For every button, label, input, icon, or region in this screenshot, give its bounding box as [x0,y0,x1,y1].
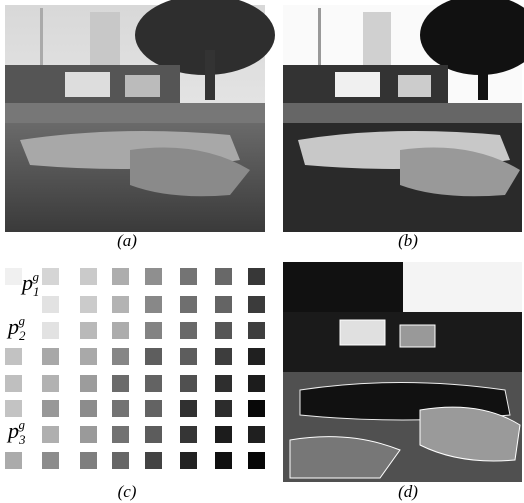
patch [80,400,97,417]
patch [248,322,265,339]
caption: (a) [117,231,137,250]
patch [248,268,265,285]
patch [42,322,59,339]
patch [145,348,162,365]
patch [112,268,129,285]
patch [5,400,22,417]
patch [5,452,22,469]
patch [80,452,97,469]
patch [112,452,129,469]
figure: (a) (b) p1g p2g p3g (c) (d) [0,0,524,503]
patch [180,322,197,339]
patch [145,426,162,443]
patch [80,426,97,443]
patch [215,400,232,417]
patch [42,452,59,469]
patch [180,452,197,469]
patch [215,426,232,443]
patch [42,348,59,365]
patch-label: p1g [20,269,40,299]
patch [42,375,59,392]
patch [248,296,265,313]
patch [180,375,197,392]
patch [215,452,232,469]
patch [145,322,162,339]
patch [5,375,22,392]
patch [215,348,232,365]
patch [180,426,197,443]
patch [145,375,162,392]
patch [145,296,162,313]
patch [112,375,129,392]
patch [112,296,129,313]
patch [248,452,265,469]
patch [80,322,97,339]
patch [215,296,232,313]
patch [42,268,59,285]
patch [145,452,162,469]
patch [180,348,197,365]
patch-label: p2g [6,313,26,343]
panel-a [5,0,275,232]
patch [248,348,265,365]
panel-b [283,0,524,232]
patch [180,400,197,417]
patch [145,400,162,417]
patch [112,348,129,365]
patch [248,375,265,392]
patch [112,400,129,417]
patch [80,296,97,313]
patch [80,348,97,365]
patch-grid [5,268,265,469]
patch [42,296,59,313]
patch [5,348,22,365]
patch-label: p3g [6,417,26,447]
patch [80,268,97,285]
patch [5,268,22,285]
patch [180,268,197,285]
caption: (d) [398,482,418,501]
patch [42,400,59,417]
patch [248,400,265,417]
patch [112,426,129,443]
patch [80,375,97,392]
patch [145,268,162,285]
patch [248,426,265,443]
caption: (c) [118,482,137,501]
patch [112,322,129,339]
caption: (b) [398,231,418,250]
patch [215,375,232,392]
patch [42,426,59,443]
panel-d [283,262,522,482]
patch [180,296,197,313]
patch [215,268,232,285]
patch [215,322,232,339]
